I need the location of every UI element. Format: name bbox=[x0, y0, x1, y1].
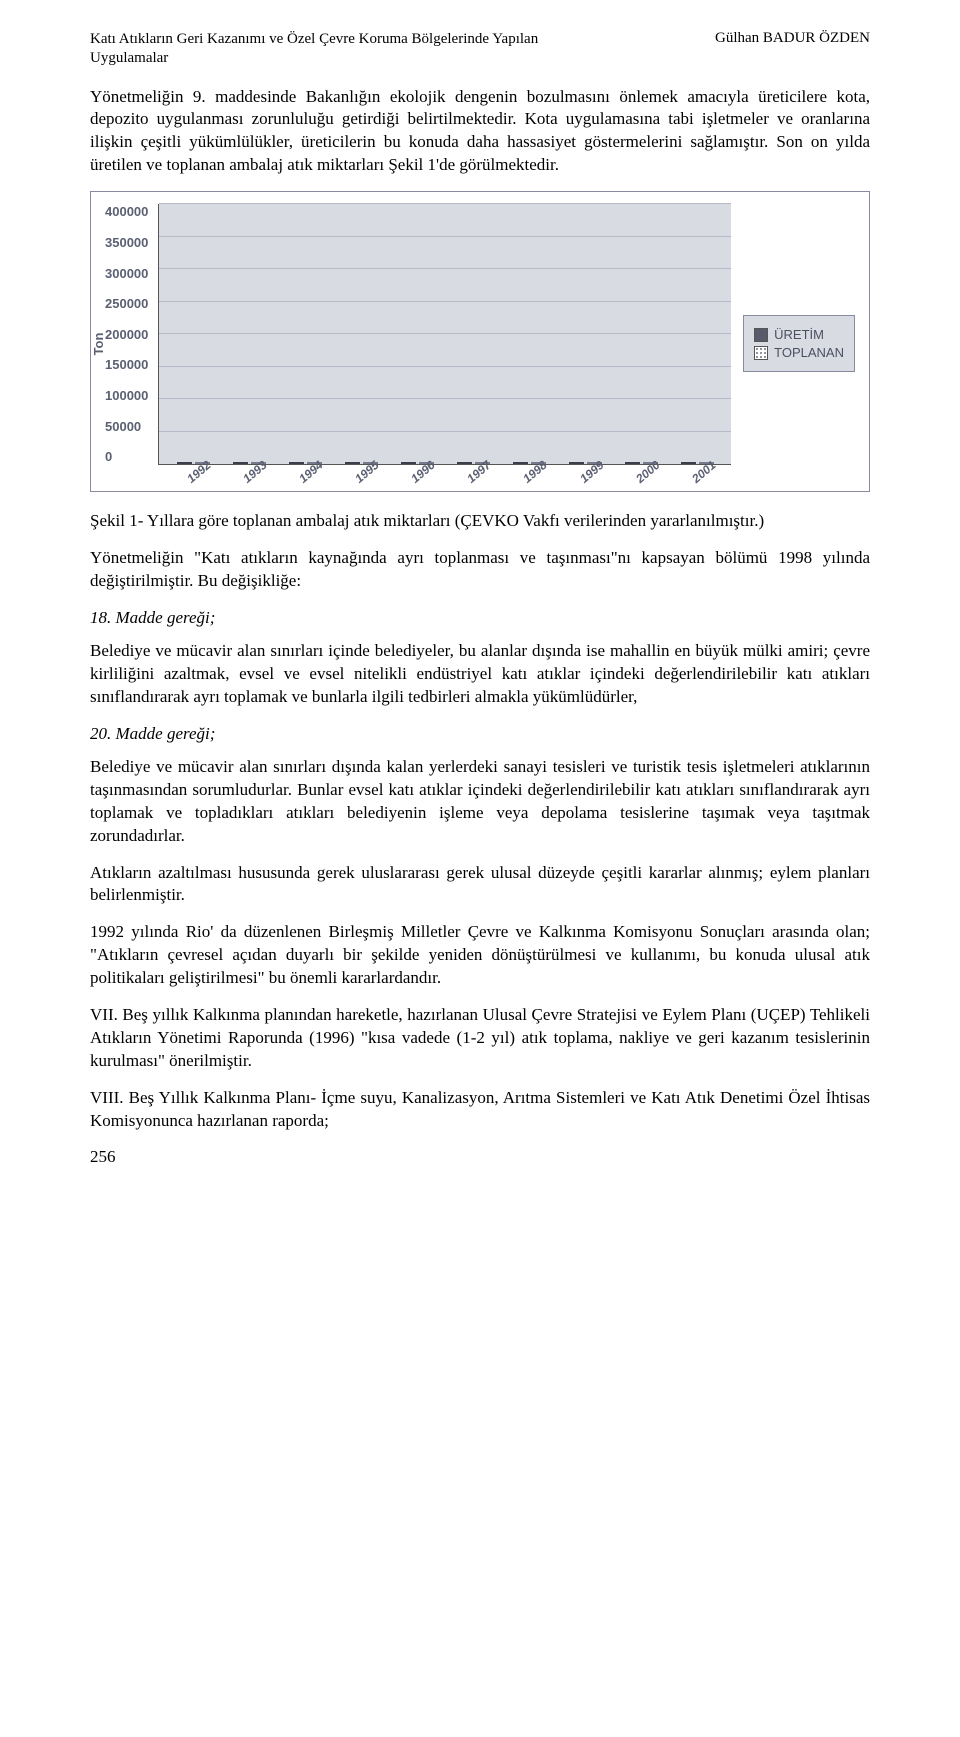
running-header: Katı Atıkların Geri Kazanımı ve Özel Çev… bbox=[90, 30, 870, 68]
paragraph-6: VIII. Beş Yıllık Kalkınma Planı- İçme su… bbox=[90, 1087, 870, 1133]
legend-row-toplanan: TOPLANAN bbox=[754, 345, 844, 360]
bar-dark bbox=[345, 462, 360, 464]
legend-swatch-light bbox=[754, 346, 768, 360]
paragraph-2: Yönetmeliğin "Katı atıkların kaynağında … bbox=[90, 547, 870, 593]
paragraph-4: 1992 yılında Rio' da düzenlenen Birleşmi… bbox=[90, 921, 870, 990]
bar-dark bbox=[569, 462, 584, 464]
legend-row-uretim: ÜRETİM bbox=[754, 327, 844, 342]
x-axis: 1992199319941995199619971998199920002001 bbox=[158, 469, 731, 483]
bar-dark bbox=[681, 462, 696, 464]
header-left: Katı Atıkların Geri Kazanımı ve Özel Çev… bbox=[90, 30, 610, 68]
page-number: 256 bbox=[90, 1147, 870, 1167]
legend-swatch-dark bbox=[754, 328, 768, 342]
y-ticks: 4000003500003000002500002000001500001000… bbox=[105, 204, 148, 464]
bar-dark bbox=[233, 462, 248, 464]
legend-label-toplanan: TOPLANAN bbox=[774, 345, 844, 360]
bar-dark bbox=[457, 462, 472, 464]
madde-20-body: Belediye ve mücavir alan sınırları dışın… bbox=[90, 756, 870, 848]
madde-20-title: 20. Madde gereği; bbox=[90, 723, 870, 746]
plot-area bbox=[158, 204, 731, 465]
bar-dark bbox=[625, 462, 640, 464]
y-axis: Ton 400000350000300000250000200000150000… bbox=[105, 204, 154, 483]
paragraph-5: VII. Beş yıllık Kalkınma planından harek… bbox=[90, 1004, 870, 1073]
legend-label-uretim: ÜRETİM bbox=[774, 327, 824, 342]
madde-18-title: 18. Madde gereği; bbox=[90, 607, 870, 630]
bars-container bbox=[159, 204, 731, 464]
bar-dark bbox=[177, 462, 192, 464]
madde-18-body: Belediye ve mücavir alan sınırları içind… bbox=[90, 640, 870, 709]
paragraph-intro: Yönetmeliğin 9. maddesinde Bakanlığın ek… bbox=[90, 86, 870, 178]
bar-dark bbox=[401, 462, 416, 464]
paragraph-3: Atıkların azaltılması hususunda gerek ul… bbox=[90, 862, 870, 908]
y-axis-label: Ton bbox=[91, 332, 106, 355]
bar-dark bbox=[513, 462, 528, 464]
figure-1-chart: Ton 400000350000300000250000200000150000… bbox=[90, 191, 870, 492]
figure-caption: Şekil 1- Yıllara göre toplanan ambalaj a… bbox=[90, 510, 870, 533]
plot-area-container: 1992199319941995199619971998199920002001 bbox=[158, 204, 731, 483]
header-right: Gülhan BADUR ÖZDEN bbox=[715, 30, 870, 47]
bar-dark bbox=[289, 462, 304, 464]
legend: ÜRETİM TOPLANAN bbox=[743, 315, 855, 372]
